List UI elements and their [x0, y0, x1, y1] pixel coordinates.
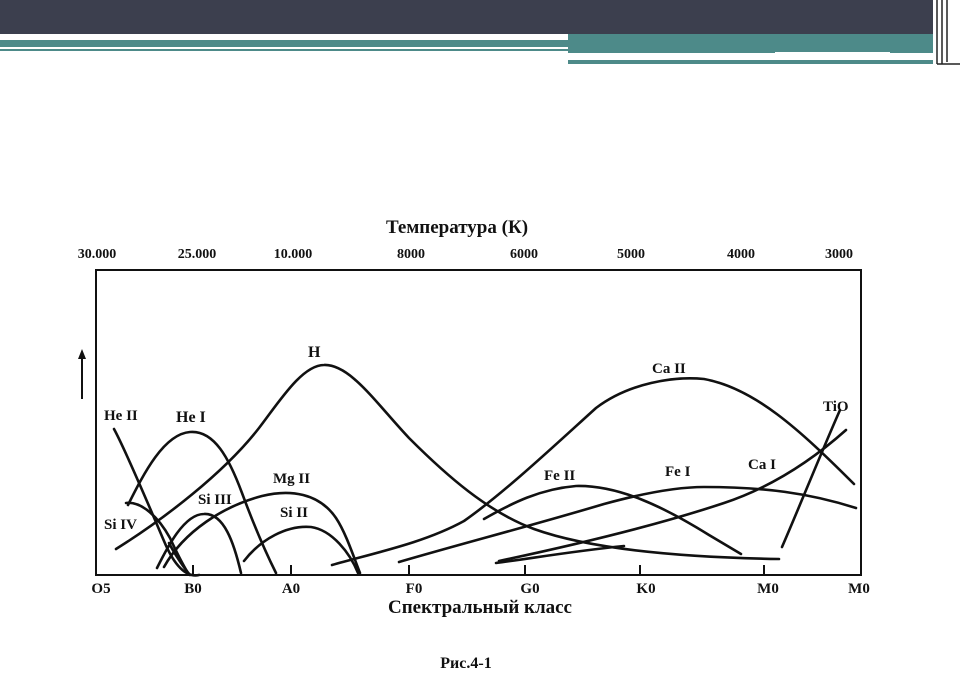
label-si-ii: Si II — [280, 505, 308, 521]
label-he-ii: He II — [104, 408, 138, 424]
curve-he-ii — [112, 427, 201, 577]
bottom-tick: A0 — [282, 581, 300, 597]
curve-ca-i — [497, 428, 848, 563]
top-tick: 10.000 — [274, 247, 313, 262]
top-tick: 30.000 — [78, 247, 117, 262]
curve-tio — [780, 408, 842, 549]
curve-fe-i — [397, 485, 858, 564]
bottom-tick: M0 — [757, 581, 779, 597]
bottom-tick: F0 — [406, 581, 423, 597]
curve-fe-ii — [482, 484, 743, 556]
bottom-tick: B0 — [184, 581, 202, 597]
bottom-tick: O5 — [91, 581, 110, 597]
curve-ca-ii — [330, 377, 856, 567]
header-accent-line-right — [568, 60, 933, 64]
label-h: H — [308, 344, 321, 361]
label-ca-ii: Ca II — [652, 361, 686, 377]
bottom-tick: M0 — [848, 581, 870, 597]
curve-mg-ii — [162, 491, 362, 575]
bottom-axis-title: Спектральный класс — [388, 597, 572, 618]
corner-frame-decoration — [933, 0, 960, 70]
label-fe-i: Fe I — [665, 464, 691, 480]
header-accent-band — [0, 40, 568, 47]
spectral-line-diagram: Температура (К) 30.000 25.000 10.000 800… — [64, 213, 910, 683]
label-ca-i: Ca I — [748, 457, 776, 473]
header-accent-line — [0, 49, 568, 51]
label-he-i: He I — [176, 409, 206, 426]
header-accent-highlight — [775, 52, 890, 54]
header-accent-band-right — [568, 34, 933, 53]
top-tick: 6000 — [510, 247, 538, 262]
bottom-axis-ticks: O5 B0 A0 F0 G0 K0 M0 M0 — [91, 581, 869, 597]
label-fe-ii: Fe II — [544, 468, 575, 484]
top-tick: 5000 — [617, 247, 645, 262]
curve-labels: He II He I H Si III Mg II Si II Si IV Ca… — [104, 344, 849, 533]
curve-si-ii — [242, 525, 360, 575]
top-tick: 3000 — [825, 247, 853, 262]
figure-caption: Рис.4-1 — [440, 655, 491, 672]
spectral-curves — [112, 363, 858, 577]
label-si-iii: Si III — [198, 492, 232, 508]
bottom-tick: G0 — [520, 581, 539, 597]
curve-tio-left — [494, 544, 626, 565]
curve-he-i — [126, 430, 278, 575]
label-si-iv: Si IV — [104, 517, 137, 533]
label-tio: TiO — [823, 399, 849, 415]
bottom-tick: K0 — [636, 581, 655, 597]
top-tick: 4000 — [727, 247, 755, 262]
curve-si-iv-tail — [167, 541, 192, 577]
top-axis-ticks: 30.000 25.000 10.000 8000 6000 5000 4000… — [78, 247, 853, 262]
top-tick: 25.000 — [178, 247, 217, 262]
bottom-axis-tick-marks — [192, 565, 765, 575]
label-mg-ii: Mg II — [273, 471, 310, 487]
top-tick: 8000 — [397, 247, 425, 262]
top-axis-title: Температура (К) — [386, 217, 528, 238]
header-bar — [0, 0, 960, 34]
plot-frame — [95, 269, 862, 576]
y-axis-arrow — [78, 349, 86, 399]
diagram-canvas: Температура (К) 30.000 25.000 10.000 800… — [78, 217, 870, 672]
curve-si-iii — [155, 512, 243, 575]
